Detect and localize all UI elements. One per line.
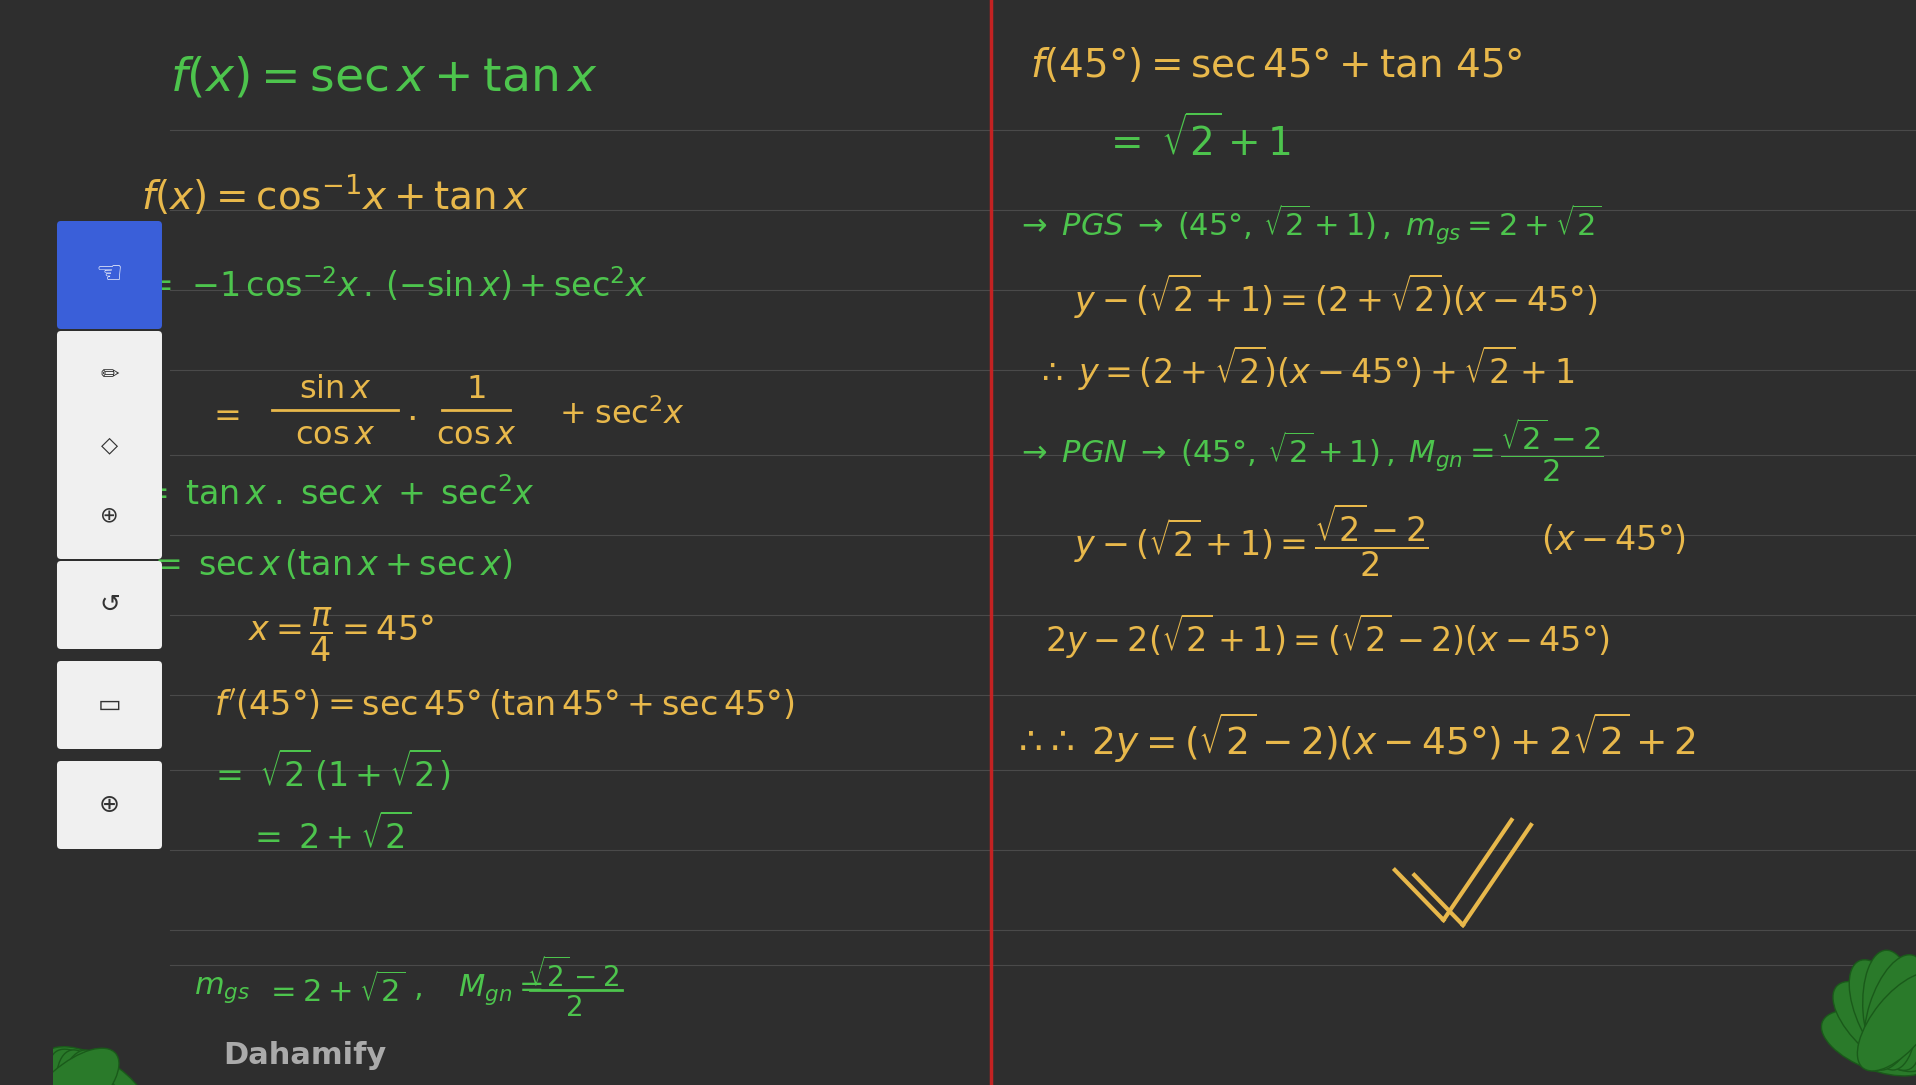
Ellipse shape	[1834, 982, 1916, 1072]
Text: ▭: ▭	[98, 693, 121, 717]
Text: ⊕: ⊕	[100, 793, 121, 817]
Text: $\mathrm{cos}\,x$: $\mathrm{cos}\,x$	[437, 420, 515, 450]
Text: ✏: ✏	[100, 365, 119, 385]
Text: $m_{gs}$: $m_{gs}$	[194, 975, 249, 1005]
Text: $y-(\sqrt{2}+1)=(2+\sqrt{2})(x-45°)$: $y-(\sqrt{2}+1)=(2+\sqrt{2})(x-45°)$	[1075, 270, 1598, 319]
Text: $y-(\sqrt{2}+1)=\dfrac{\sqrt{2}-2}{2}$: $y-(\sqrt{2}+1)=\dfrac{\sqrt{2}-2}{2}$	[1075, 501, 1427, 578]
Text: $=\;\sqrt{2}\,(1+\sqrt{2})$: $=\;\sqrt{2}\,(1+\sqrt{2})$	[209, 746, 452, 793]
FancyBboxPatch shape	[57, 761, 163, 848]
Ellipse shape	[38, 1049, 111, 1085]
Text: $=\;\mathrm{tan}\,x\;.\;\mathrm{sec}\,x\;+\;\mathrm{sec}^2x$: $=\;\mathrm{tan}\,x\;.\;\mathrm{sec}\,x\…	[136, 477, 535, 512]
Ellipse shape	[42, 1047, 148, 1085]
Text: $\mathrm{cos}\,x$: $\mathrm{cos}\,x$	[295, 420, 376, 450]
Text: $\mathrm{sin}\,x$: $\mathrm{sin}\,x$	[299, 374, 372, 406]
Text: $(x-45°)$: $(x-45°)$	[1540, 523, 1686, 557]
Ellipse shape	[50, 1049, 132, 1085]
Text: $f(x)= \mathrm{sec}\,x + \tan x$: $f(x)= \mathrm{sec}\,x + \tan x$	[169, 55, 598, 101]
Text: $,\quad M_{gn} =$: $,\quad M_{gn} =$	[412, 972, 542, 1008]
Ellipse shape	[1864, 955, 1916, 1070]
Ellipse shape	[1822, 1010, 1916, 1076]
Text: $=\;\mathrm{sec}\,x\,(\mathrm{tan}\,x + \mathrm{sec}\,x)$: $=\;\mathrm{sec}\,x\,(\mathrm{tan}\,x + …	[148, 548, 512, 582]
Text: $\therefore\!\therefore\;2y=(\sqrt{2}-2)(x-45°)+2\sqrt{2}+2$: $\therefore\!\therefore\;2y=(\sqrt{2}-2)…	[1012, 711, 1696, 765]
Text: $+\;\mathrm{sec}^2x$: $+\;\mathrm{sec}^2x$	[559, 398, 684, 432]
Text: ☜: ☜	[96, 260, 123, 290]
Text: $\to\;PGN\;\to\;(45°,\,\sqrt{2}+1)\,,\;M_{gn}=\dfrac{\sqrt{2}-2}{2}$: $\to\;PGN\;\to\;(45°,\,\sqrt{2}+1)\,,\;M…	[1015, 417, 1604, 484]
Text: $f(45°) = \mathrm{sec}\,45° + \tan\,45°$: $f(45°) = \mathrm{sec}\,45° + \tan\,45°$	[1031, 46, 1523, 85]
Text: $=\;2+\sqrt{2}$: $=\;2+\sqrt{2}$	[249, 814, 412, 856]
Ellipse shape	[1857, 972, 1916, 1071]
Text: $=$: $=$	[207, 398, 240, 432]
Text: $.$: $.$	[406, 393, 416, 427]
Ellipse shape	[23, 1048, 119, 1085]
FancyBboxPatch shape	[57, 221, 163, 329]
Text: ↺: ↺	[100, 593, 121, 617]
Text: ⊕: ⊕	[100, 505, 119, 525]
Text: $2y-2(\sqrt{2}+1)=(\sqrt{2}-2)(x-45°)$: $2y-2(\sqrt{2}+1)=(\sqrt{2}-2)(x-45°)$	[1044, 611, 1609, 660]
Text: $f(x) = \mathrm{cos}^{-1}x + \tan x$: $f(x) = \mathrm{cos}^{-1}x + \tan x$	[142, 173, 529, 217]
FancyBboxPatch shape	[57, 331, 163, 559]
Text: Dahamify: Dahamify	[224, 1041, 387, 1070]
Ellipse shape	[1849, 960, 1916, 1070]
Text: $1$: $1$	[466, 374, 487, 406]
Ellipse shape	[56, 1050, 117, 1085]
Ellipse shape	[54, 1050, 107, 1085]
FancyBboxPatch shape	[57, 561, 163, 649]
Text: $f'(x)\ =\ {-1}\,\mathrm{cos}^{-2}x\,.\,(-\mathrm{sin}\,x) + \mathrm{sec}^2x$: $f'(x)\ =\ {-1}\,\mathrm{cos}^{-2}x\,.\,…	[61, 266, 648, 305]
Ellipse shape	[1862, 950, 1916, 1070]
Text: ◇: ◇	[102, 435, 119, 455]
Text: $=\;\sqrt{2}+1$: $=\;\sqrt{2}+1$	[1104, 116, 1291, 164]
Text: $= 2 + \sqrt{2}$: $= 2 + \sqrt{2}$	[264, 972, 406, 1008]
Text: $2$: $2$	[565, 994, 582, 1022]
Text: $f'(45°) = \mathrm{sec}\,45°\,(\mathrm{tan}\,45° + \mathrm{sec}\,45°)$: $f'(45°) = \mathrm{sec}\,45°\,(\mathrm{t…	[213, 688, 793, 723]
Text: $\sqrt{2}-2$: $\sqrt{2}-2$	[527, 957, 619, 993]
Text: $\to\;PGS\;\to\;(45°,\,\sqrt{2}+1)\,,\;m_{gs}=2+\sqrt{2}$: $\to\;PGS\;\to\;(45°,\,\sqrt{2}+1)\,,\;m…	[1015, 203, 1602, 247]
Text: $\therefore\;y=(2+\sqrt{2})(x-45°)+\sqrt{2}+1$: $\therefore\;y=(2+\sqrt{2})(x-45°)+\sqrt…	[1035, 344, 1575, 393]
Text: $x = \dfrac{\pi}{4} = 45°$: $x = \dfrac{\pi}{4} = 45°$	[247, 605, 433, 664]
FancyBboxPatch shape	[57, 661, 163, 749]
